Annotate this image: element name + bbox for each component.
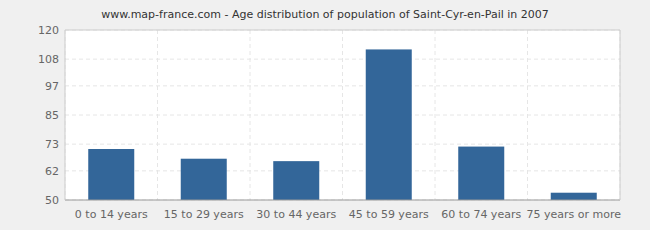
y-tick-label: 97: [45, 80, 59, 93]
bar: [273, 161, 319, 200]
x-axis: [65, 200, 620, 201]
y-tick-label: 62: [45, 165, 59, 178]
y-tick-label: 108: [38, 53, 59, 66]
grid-line: [65, 200, 620, 201]
bar: [88, 149, 134, 200]
grid-line-x: [620, 30, 621, 200]
y-tick-label: 50: [45, 194, 59, 207]
plot-frame-top: [65, 30, 620, 31]
x-tick-label: 30 to 44 years: [256, 208, 336, 221]
bar: [181, 159, 227, 200]
title: www.map-france.com - Age distribution of…: [101, 8, 549, 21]
bar: [551, 193, 597, 200]
x-tick-label: 0 to 14 years: [75, 208, 148, 221]
x-tick-label: 45 to 59 years: [349, 208, 429, 221]
x-tick-label: 15 to 29 years: [164, 208, 244, 221]
grid-line: [65, 59, 620, 60]
x-tick-label: 75 years or more: [526, 208, 621, 221]
grid-line: [65, 85, 620, 86]
grid-line-x: [435, 30, 436, 200]
grid-line-x: [342, 30, 343, 200]
x-tick-label: 60 to 74 years: [441, 208, 521, 221]
y-tick-label: 73: [45, 138, 59, 151]
y-tick-label: 120: [38, 24, 59, 37]
y-axis: [65, 30, 66, 200]
background: [0, 0, 650, 230]
grid-line: [65, 115, 620, 116]
grid-line: [65, 30, 620, 31]
y-tick-label: 85: [45, 109, 59, 122]
bars: [88, 49, 597, 200]
plot-area: [65, 30, 620, 200]
grid-line: [65, 170, 620, 171]
bar: [366, 49, 412, 200]
chart: www.map-france.com - Age distribution of…: [0, 0, 650, 230]
plot-frame-right: [620, 30, 621, 200]
grid-line-x: [65, 30, 66, 200]
grid-line: [65, 144, 620, 145]
bar: [458, 147, 504, 200]
